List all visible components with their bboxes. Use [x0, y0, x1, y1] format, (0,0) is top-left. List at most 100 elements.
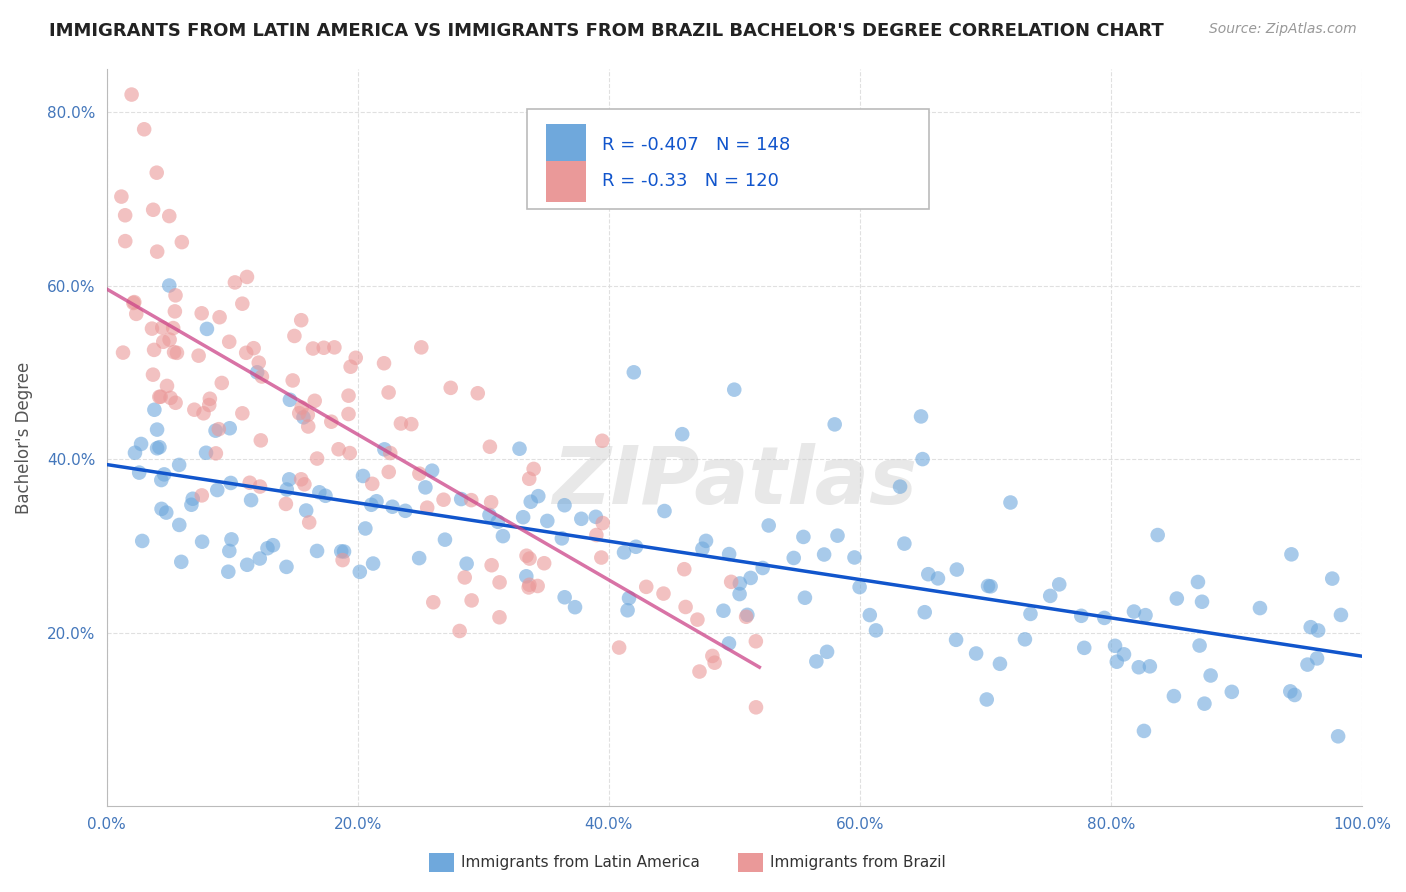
- Point: [1220, 685, 1243, 699]
- Point: [249, 551, 271, 566]
- Point: [616, 603, 638, 617]
- Point: [142, 202, 165, 217]
- Point: [142, 368, 165, 382]
- Point: [141, 321, 163, 335]
- Point: [728, 576, 751, 591]
- Point: [110, 189, 132, 203]
- Point: [349, 565, 371, 579]
- Point: [745, 634, 768, 648]
- Point: [623, 365, 645, 379]
- Point: [460, 593, 482, 607]
- Point: [671, 427, 693, 442]
- Point: [688, 665, 710, 679]
- Point: [297, 408, 319, 422]
- Point: [1279, 684, 1302, 698]
- Text: Immigrants from Brazil: Immigrants from Brazil: [770, 855, 946, 870]
- Point: [1133, 723, 1156, 738]
- Point: [806, 654, 828, 668]
- Point: [122, 296, 145, 310]
- Point: [946, 563, 969, 577]
- Point: [152, 334, 174, 349]
- Point: [636, 580, 658, 594]
- Point: [198, 392, 221, 406]
- FancyBboxPatch shape: [546, 161, 586, 202]
- Point: [745, 700, 768, 714]
- Point: [844, 550, 866, 565]
- FancyBboxPatch shape: [527, 109, 929, 209]
- Point: [394, 504, 416, 518]
- Point: [702, 648, 724, 663]
- Point: [1039, 589, 1062, 603]
- Point: [508, 442, 530, 456]
- Point: [673, 562, 696, 576]
- Point: [1128, 660, 1150, 674]
- Point: [165, 396, 187, 410]
- Point: [1327, 729, 1350, 743]
- Point: [217, 565, 239, 579]
- Point: [965, 647, 987, 661]
- Point: [945, 632, 967, 647]
- Point: [1299, 620, 1322, 634]
- Point: [198, 398, 221, 412]
- Point: [143, 343, 166, 357]
- Point: [231, 296, 253, 310]
- Point: [927, 571, 949, 585]
- Point: [617, 591, 640, 606]
- Text: Immigrants from Latin America: Immigrants from Latin America: [461, 855, 700, 870]
- Point: [381, 500, 404, 514]
- Point: [1000, 495, 1022, 509]
- Point: [149, 390, 172, 404]
- Point: [813, 548, 835, 562]
- Point: [654, 504, 676, 518]
- Point: [307, 451, 329, 466]
- Point: [692, 541, 714, 556]
- Point: [720, 574, 742, 589]
- Point: [221, 533, 243, 547]
- Point: [1092, 611, 1115, 625]
- Point: [450, 491, 472, 506]
- Point: [695, 533, 717, 548]
- Point: [519, 551, 541, 566]
- Text: R = -0.407   N = 148: R = -0.407 N = 148: [602, 136, 790, 153]
- Point: [148, 390, 170, 404]
- Point: [460, 493, 482, 508]
- Point: [249, 479, 271, 493]
- Point: [564, 600, 586, 615]
- Point: [1135, 608, 1157, 623]
- Point: [1322, 572, 1344, 586]
- Point: [218, 544, 240, 558]
- Point: [1112, 648, 1135, 662]
- Point: [187, 349, 209, 363]
- Point: [401, 417, 423, 431]
- Point: [523, 462, 546, 476]
- Point: [481, 558, 503, 573]
- Point: [793, 591, 815, 605]
- Point: [150, 473, 173, 487]
- Point: [517, 581, 540, 595]
- Point: [292, 410, 315, 425]
- Point: [250, 369, 273, 384]
- Point: [380, 446, 402, 460]
- Point: [377, 465, 399, 479]
- Point: [859, 608, 882, 623]
- Point: [124, 446, 146, 460]
- Point: [155, 506, 177, 520]
- Point: [240, 493, 263, 508]
- Point: [146, 423, 169, 437]
- Point: [848, 580, 870, 594]
- Point: [167, 458, 190, 472]
- Point: [211, 376, 233, 390]
- Point: [256, 541, 278, 556]
- Point: [283, 329, 305, 343]
- Point: [337, 389, 360, 403]
- Point: [592, 516, 614, 530]
- Point: [422, 595, 444, 609]
- Point: [163, 304, 186, 318]
- Point: [333, 544, 356, 558]
- Point: [242, 341, 264, 355]
- Point: [281, 374, 304, 388]
- Point: [1166, 591, 1188, 606]
- Point: [224, 276, 246, 290]
- Point: [291, 401, 314, 415]
- Point: [492, 529, 515, 543]
